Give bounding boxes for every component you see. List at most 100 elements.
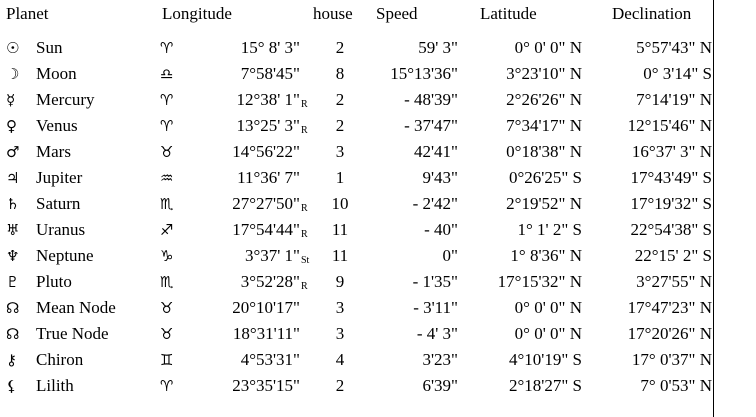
speed: - 40" xyxy=(424,220,458,239)
speed: 6'39" xyxy=(422,376,458,395)
longitude: 12°38' 1" xyxy=(236,90,300,109)
sign-symbol: ♈ xyxy=(160,39,174,57)
longitude: 14°56'22" xyxy=(232,142,300,161)
latitude: 1° 1' 2" S xyxy=(517,220,582,239)
planet-symbol: ♆ xyxy=(6,247,20,265)
longitude: 27°27'50" xyxy=(232,194,300,213)
planet-symbol: ☊ xyxy=(6,299,20,317)
speed: - 4' 3" xyxy=(416,324,458,343)
motion: R xyxy=(301,99,308,110)
header-cell: Speed xyxy=(376,4,418,23)
speed: 15°13'36" xyxy=(390,64,458,83)
house: 3 xyxy=(335,298,345,317)
declination: 17°43'49" S xyxy=(630,168,712,187)
house: 4 xyxy=(335,350,345,369)
house: 11 xyxy=(331,220,349,239)
speed: - 2'42" xyxy=(412,194,458,213)
speed: 0" xyxy=(442,246,458,265)
latitude: 7°34'17" N xyxy=(506,116,582,135)
declination: 17° 0'37" N xyxy=(631,350,712,369)
speed: 42'41" xyxy=(413,142,458,161)
planet-name: Moon xyxy=(36,64,77,83)
planet-name: Saturn xyxy=(36,194,81,213)
motion: R xyxy=(301,203,308,214)
planet-name: Sun xyxy=(36,38,63,57)
planet-name: Venus xyxy=(36,116,78,135)
sign-symbol: ♑ xyxy=(160,247,174,265)
planet-name: Neptune xyxy=(36,246,94,265)
motion: R xyxy=(301,281,308,292)
latitude: 4°10'19" S xyxy=(508,350,582,369)
motion: St xyxy=(301,255,310,266)
header-cell: Planet xyxy=(6,4,49,23)
declination: 5°57'43" N xyxy=(636,38,712,57)
longitude: 13°25' 3" xyxy=(236,116,300,135)
sign-symbol: ♈ xyxy=(160,377,174,395)
house: 8 xyxy=(335,64,345,83)
house: 2 xyxy=(335,38,345,57)
declination: 17°47'23" N xyxy=(627,298,712,317)
planet-symbol: ☽ xyxy=(6,65,20,83)
planet-name: True Node xyxy=(36,324,109,343)
planet-name: Mercury xyxy=(36,90,95,109)
declination: 22°15' 2" S xyxy=(634,246,712,265)
speed: - 3'11" xyxy=(413,298,458,317)
longitude: 11°36' 7" xyxy=(237,168,300,187)
longitude: 20°10'17" xyxy=(232,298,300,317)
longitude: 7°58'45" xyxy=(240,64,300,83)
planet-symbol: ☉ xyxy=(6,39,20,57)
header-cell: house xyxy=(313,4,353,23)
declination: 0° 3'14" S xyxy=(643,64,712,83)
sign-symbol: ♏ xyxy=(160,273,174,291)
speed: 9'43" xyxy=(422,168,458,187)
planet-name: Lilith xyxy=(36,376,74,395)
house: 3 xyxy=(335,324,345,343)
longitude: 17°54'44" xyxy=(232,220,300,239)
latitude: 0°26'25" S xyxy=(508,168,582,187)
planet-symbol: ♃ xyxy=(6,169,20,187)
planet-symbol: ♀ xyxy=(6,117,17,135)
house: 10 xyxy=(331,194,349,213)
declination: 7° 0'53" N xyxy=(640,376,712,395)
longitude: 4°53'31" xyxy=(240,350,300,369)
declination: 7°14'19" N xyxy=(636,90,712,109)
latitude: 2°19'52" N xyxy=(506,194,582,213)
house: 2 xyxy=(335,116,345,135)
header-cell: Longitude xyxy=(162,4,232,23)
header-cell: Latitude xyxy=(480,4,537,23)
house: 3 xyxy=(335,142,345,161)
planet-name: Jupiter xyxy=(36,168,83,187)
planet-symbol: ☿ xyxy=(6,91,16,109)
sign-symbol: ♒ xyxy=(160,169,174,187)
declination: 17°19'32" S xyxy=(630,194,712,213)
sign-symbol: ♈ xyxy=(160,117,174,135)
sign-symbol: ♊ xyxy=(160,351,174,369)
declination: 22°54'38" S xyxy=(630,220,712,239)
house: 1 xyxy=(335,168,345,187)
latitude: 0° 0' 0" N xyxy=(514,324,582,343)
house: 11 xyxy=(331,246,349,265)
right-border xyxy=(713,0,714,417)
speed: - 37'47" xyxy=(404,116,458,135)
planet-symbol: ♂ xyxy=(6,143,20,161)
sign-symbol: ♏ xyxy=(160,195,174,213)
planet-symbol: ☊ xyxy=(6,325,20,343)
house: 2 xyxy=(335,376,345,395)
planet-symbol: ⚷ xyxy=(6,351,17,369)
motion: R xyxy=(301,125,308,136)
speed: 3'23" xyxy=(422,350,458,369)
latitude: 3°23'10" N xyxy=(506,64,582,83)
planet-symbol: ♄ xyxy=(6,195,20,213)
speed: 59' 3" xyxy=(418,38,458,57)
latitude: 1° 8'36" N xyxy=(510,246,582,265)
planet-name: Uranus xyxy=(36,220,86,239)
planet-name: Mars xyxy=(36,142,71,161)
motion: R xyxy=(301,229,308,240)
latitude: 0°18'38" N xyxy=(506,142,582,161)
latitude: 2°18'27" S xyxy=(508,376,582,395)
latitude: 17°15'32" N xyxy=(497,272,582,291)
longitude: 18°31'11" xyxy=(232,324,300,343)
sign-symbol: ♉ xyxy=(160,143,174,161)
sign-symbol: ♎ xyxy=(160,65,174,83)
